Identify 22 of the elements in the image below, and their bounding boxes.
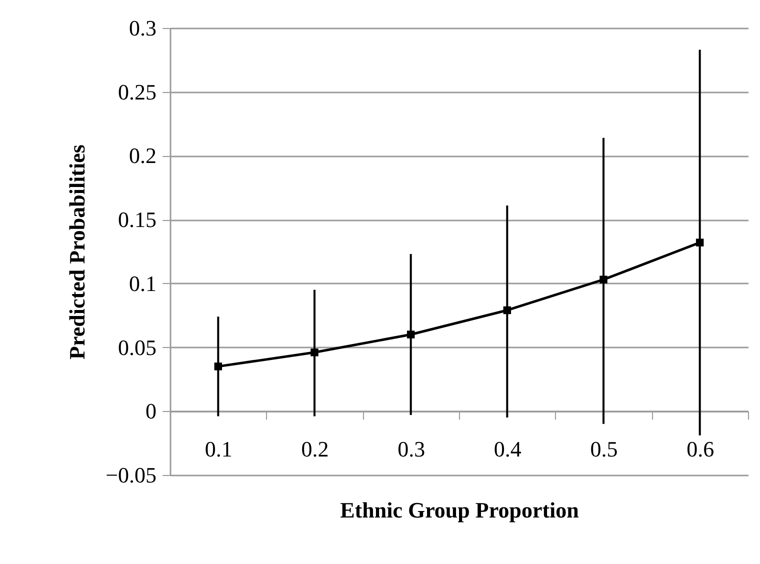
point [696,238,704,246]
x-tick-label: 0.3 [398,436,426,462]
x-tick-label: 0.2 [301,436,329,462]
y-tick-label: 0.1 [129,270,156,296]
y-axis-title: Predicted Probabilities [64,144,90,360]
x-tick-label: 0.1 [204,436,232,462]
point [310,348,318,356]
y-tick-label: 0 [146,398,156,424]
point [406,330,415,338]
y-tick-label: 0.2 [129,143,156,168]
x-tick-label: 0.6 [686,436,714,462]
y-tick-label: 0.25 [118,79,156,104]
point [503,306,512,314]
point [600,276,608,284]
y-tick-label: −0.05 [106,462,156,488]
x-tick-label: 0.4 [494,436,522,462]
x-axis-title: Ethnic Group Proportion [340,498,579,523]
y-tick-label: 0.15 [118,207,156,232]
point [214,362,222,370]
y-tick-label: 0.05 [118,334,156,360]
x-tick-label: 0.5 [590,436,618,462]
y-tick-label: 0.3 [129,16,156,40]
